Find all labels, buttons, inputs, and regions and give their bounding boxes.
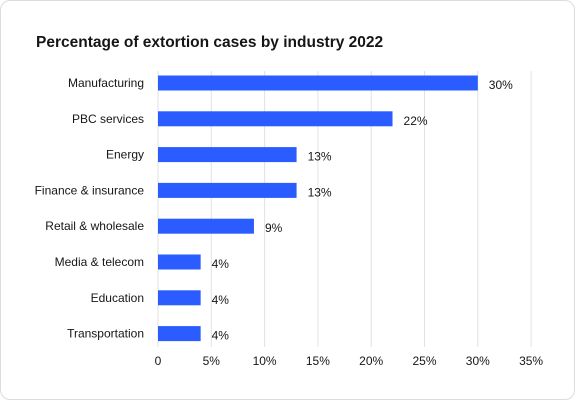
bar [158,147,297,163]
bar [158,182,297,198]
category-label: Transportation [67,327,144,341]
x-tick-label: 15% [306,354,330,368]
x-tick-label: 5% [203,354,221,368]
bars [158,75,478,342]
x-tick-label: 30% [466,354,490,368]
x-tick-label: 25% [412,354,436,368]
category-label: Media & telecom [55,255,144,269]
chart-title: Percentage of extortion cases by industr… [36,34,384,51]
bar [158,326,201,342]
value-labels: 30% 22% 13% 13% 9% 4% 4% 4% [212,78,514,343]
category-label: Manufacturing [68,76,144,90]
bar [158,254,201,270]
value-label: 4% [212,293,230,307]
bar [158,290,201,306]
x-tick-label: 10% [253,354,277,368]
bar [158,111,393,127]
x-tick-label: 35% [519,354,543,368]
category-label: PBC services [72,112,144,126]
x-tick-label: 20% [359,354,383,368]
bar [158,218,254,234]
bar [158,75,478,91]
category-label: Energy [106,148,144,162]
value-label: 4% [212,329,230,343]
category-label: Education [91,291,144,305]
category-label: Finance & insurance [35,183,145,197]
category-labels: Manufacturing PBC services Energy Finance &… [35,76,145,341]
value-label: 13% [308,150,332,164]
category-label: Retail & wholesale [45,219,144,233]
value-label: 13% [308,185,332,199]
value-label: 9% [265,221,283,235]
value-label: 30% [489,78,513,92]
x-tick-labels: 0 5% 10% 15% 20% 25% 30% 35% [155,354,544,368]
x-tick-label: 0 [155,354,162,368]
value-label: 4% [212,257,230,271]
value-label: 22% [404,114,428,128]
grid-lines [157,71,532,347]
